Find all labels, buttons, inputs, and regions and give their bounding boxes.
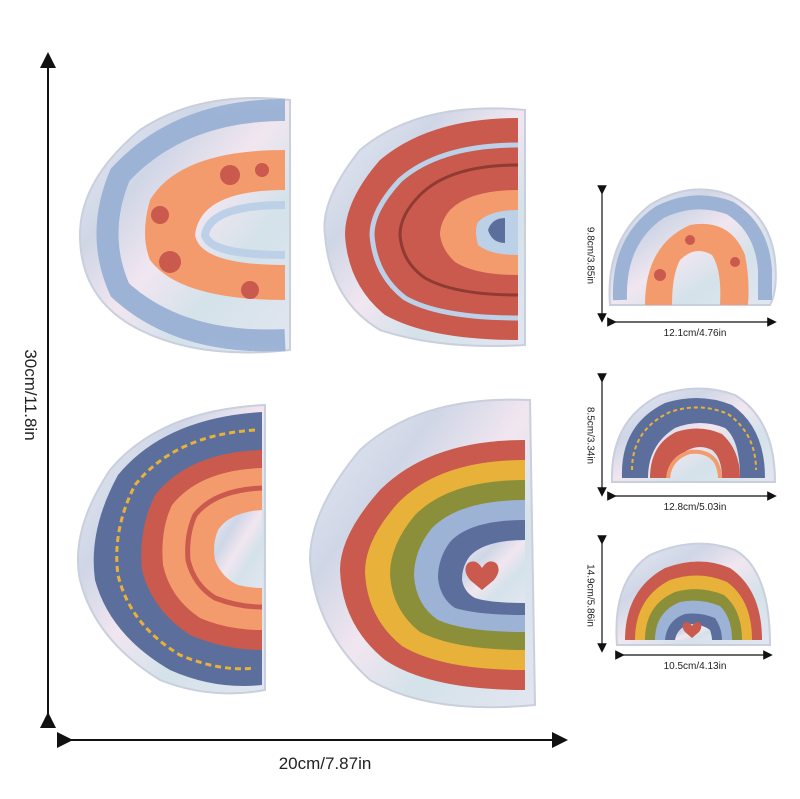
overall-height-label: 30cm/11.8in xyxy=(21,349,40,441)
sticker-1-width-label: 12.1cm/4.76in xyxy=(663,328,727,339)
sticker-3-height-label: 14.9cm/5.86in xyxy=(584,564,596,627)
sticker-2-height-label: 8.5cm/3.34in xyxy=(584,406,596,465)
sticker-top-left xyxy=(78,97,291,354)
sticker-bottom-middle xyxy=(308,398,537,709)
sticker-1-height-label: 9.8cm/3.85in xyxy=(584,226,596,285)
sticker-3-width-label: 10.5cm/4.13in xyxy=(663,661,727,672)
sticker-2-width-label: 12.8cm/5.03in xyxy=(663,502,727,513)
sticker-bottom-left xyxy=(77,403,266,695)
small-sticker-2 xyxy=(610,387,777,483)
small-sticker-1 xyxy=(608,188,777,306)
small-sticker-3 xyxy=(615,542,772,646)
sticker-top-middle xyxy=(323,107,526,347)
overall-width-label: 20cm/7.87in xyxy=(278,754,372,773)
